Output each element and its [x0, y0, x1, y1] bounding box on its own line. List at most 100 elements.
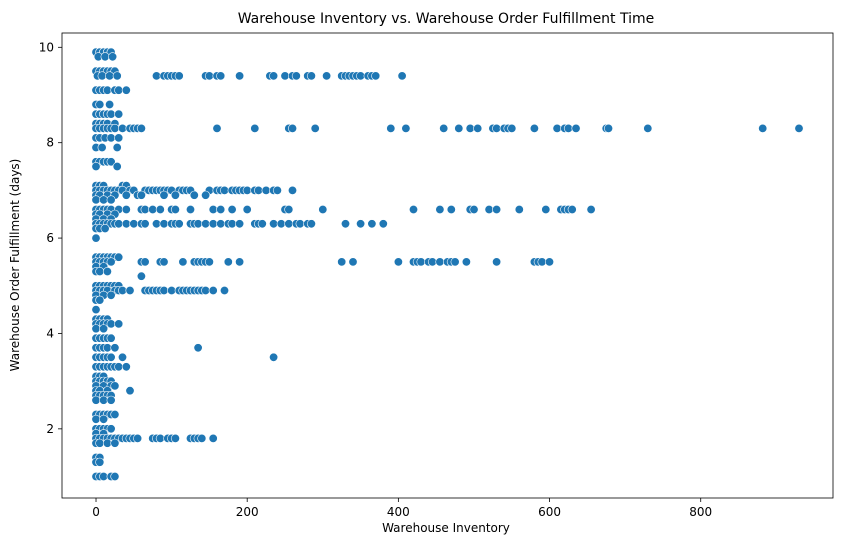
data-point [223, 257, 233, 267]
data-point [401, 123, 411, 133]
data-point [91, 324, 101, 334]
data-point [386, 123, 396, 133]
data-point [91, 395, 101, 405]
data-point [193, 219, 203, 229]
data-point [571, 123, 581, 133]
data-point [284, 219, 294, 229]
data-point [106, 424, 116, 434]
data-point [112, 162, 122, 172]
y-axis-label: Warehouse Order Fulfillment (days) [8, 159, 22, 372]
data-point [306, 219, 316, 229]
data-point [492, 257, 502, 267]
data-point [112, 71, 122, 81]
data-point [427, 257, 437, 267]
data-point [242, 185, 252, 195]
data-point [563, 123, 573, 133]
y-tick-label: 10 [39, 40, 54, 54]
data-point [276, 219, 286, 229]
data-point [272, 185, 282, 195]
data-point [170, 190, 180, 200]
data-point [110, 343, 120, 353]
data-point [105, 100, 115, 110]
x-tick-label: 600 [538, 505, 561, 519]
data-point [514, 205, 524, 215]
data-point [106, 157, 116, 167]
x-axis-ticks: 0 200 400 600 800 [92, 498, 712, 519]
data-point [529, 123, 539, 133]
data-point [100, 224, 110, 234]
x-tick-label: 0 [92, 505, 100, 519]
data-point [110, 438, 120, 448]
y-tick-label: 8 [46, 136, 54, 150]
y-tick-label: 2 [46, 422, 54, 436]
data-point [95, 457, 105, 467]
data-point [125, 285, 135, 295]
data-point [235, 219, 245, 229]
data-point [492, 205, 502, 215]
data-point [254, 185, 264, 195]
data-point [465, 123, 475, 133]
data-point [189, 190, 199, 200]
data-point [106, 319, 116, 329]
data-point [220, 185, 230, 195]
data-point [378, 219, 388, 229]
data-point [106, 195, 116, 205]
data-point [159, 285, 169, 295]
x-tick-label: 200 [236, 505, 259, 519]
y-tick-label: 6 [46, 231, 54, 245]
data-point [204, 257, 214, 267]
data-point [114, 85, 124, 95]
data-point [100, 52, 110, 62]
data-points [91, 47, 804, 481]
data-point [110, 123, 120, 133]
data-point [416, 257, 426, 267]
data-point [159, 219, 169, 229]
data-point [99, 195, 109, 205]
data-point [454, 123, 464, 133]
data-point [159, 190, 169, 200]
data-point [586, 205, 596, 215]
data-point [201, 219, 211, 229]
data-point [91, 195, 101, 205]
data-point [155, 433, 165, 443]
data-point [356, 219, 366, 229]
data-point [114, 252, 124, 262]
data-point [170, 433, 180, 443]
data-point [102, 343, 112, 353]
data-point [541, 205, 551, 215]
data-point [99, 414, 109, 424]
data-point [227, 205, 237, 215]
data-point [473, 123, 483, 133]
data-point [106, 395, 116, 405]
data-point [106, 257, 116, 267]
data-point [322, 71, 332, 81]
data-point [469, 205, 479, 215]
data-point [257, 219, 267, 229]
data-point [129, 219, 139, 229]
data-point [155, 205, 165, 215]
data-point [106, 333, 116, 343]
data-point [603, 123, 613, 133]
data-point [356, 71, 366, 81]
data-point [201, 285, 211, 295]
data-point [91, 162, 101, 172]
data-point [170, 205, 180, 215]
plot-area [61, 32, 834, 499]
data-point [136, 271, 146, 281]
data-point [235, 71, 245, 81]
data-point [110, 381, 120, 391]
data-point [95, 100, 105, 110]
data-point [208, 219, 218, 229]
data-point [337, 257, 347, 267]
data-point [95, 266, 105, 276]
data-point [261, 185, 271, 195]
data-point [269, 71, 279, 81]
data-point [544, 257, 554, 267]
data-point [105, 71, 115, 81]
data-point [102, 266, 112, 276]
data-point [393, 257, 403, 267]
data-point [306, 71, 316, 81]
data-point [174, 71, 184, 81]
data-point [450, 257, 460, 267]
